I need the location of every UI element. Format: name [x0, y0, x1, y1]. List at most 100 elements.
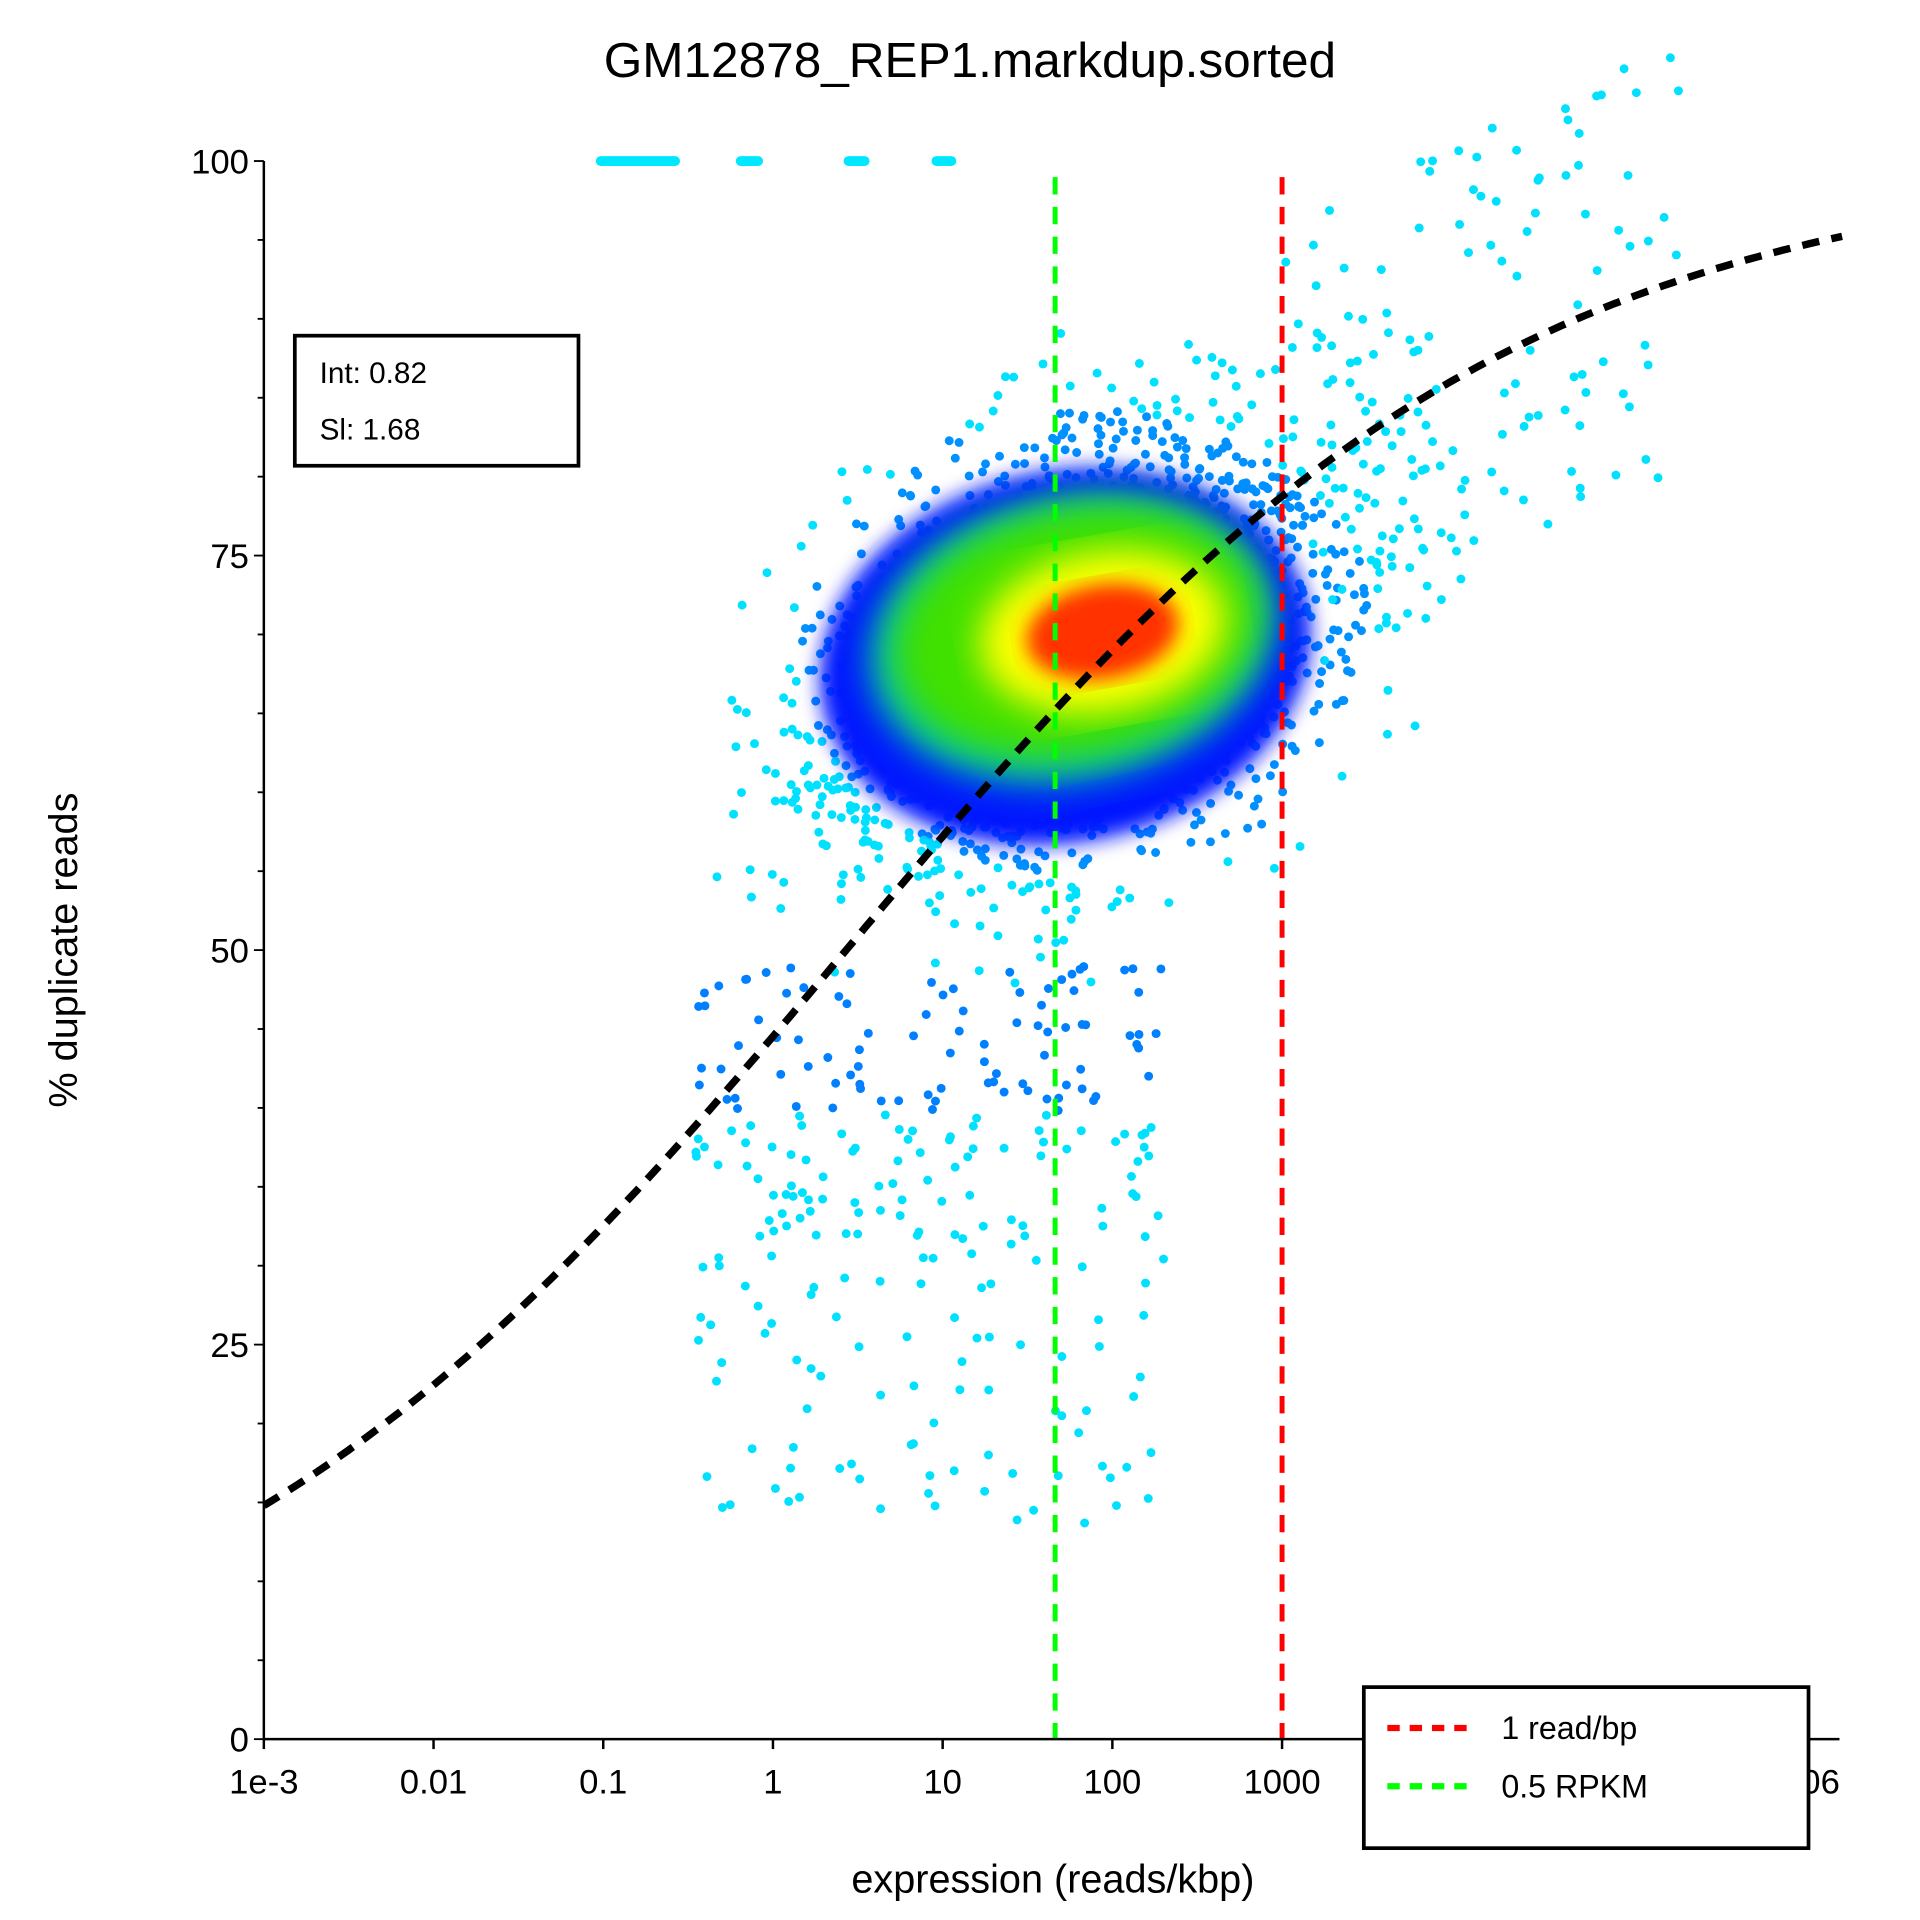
scatter-point	[770, 1483, 780, 1493]
scatter-point	[761, 968, 771, 977]
scatter-point	[1283, 718, 1293, 728]
scatter-point	[714, 1261, 724, 1271]
legend: 1 read/bp 0.5 RPKM	[1361, 1685, 1811, 1851]
scatter-point	[1308, 549, 1318, 559]
scatter-point	[796, 541, 806, 551]
scatter-point	[1315, 679, 1325, 688]
scatter-point	[734, 1041, 743, 1051]
scatter-point	[1171, 394, 1180, 404]
scatter-point	[1061, 1023, 1071, 1032]
scatter-point	[1421, 613, 1431, 623]
scatter-point	[1631, 88, 1641, 98]
scatter-point	[1131, 436, 1141, 445]
scatter-point	[957, 1357, 967, 1367]
scatter-point	[883, 820, 893, 829]
scatter-point	[779, 693, 789, 703]
scatter-point	[1135, 1372, 1145, 1382]
scatter-point	[1204, 472, 1214, 481]
scatter-point	[1164, 898, 1174, 908]
y-tick-label: 0	[230, 1722, 249, 1760]
scatter-point	[767, 1318, 777, 1328]
scatter-point	[1120, 1129, 1130, 1139]
fit-curve	[261, 232, 1843, 1509]
scatter-point	[750, 739, 759, 749]
scatter-point	[1227, 365, 1237, 375]
scatter-point	[1333, 626, 1343, 636]
scatter-point	[1336, 647, 1346, 657]
scatter-point	[699, 1142, 709, 1152]
scatter-point	[1288, 432, 1298, 442]
scatter-point	[1172, 442, 1182, 452]
scatter-point	[894, 1124, 904, 1134]
scatter-point	[713, 1160, 723, 1170]
scatter-point	[1107, 383, 1117, 393]
scatter-point	[1092, 368, 1102, 378]
scatter-point	[921, 1010, 931, 1019]
scatter-point	[779, 877, 789, 887]
scatter-point	[1258, 481, 1268, 491]
y-tick-label: 75	[210, 538, 249, 576]
scatter-point	[981, 459, 990, 469]
scatter-point	[1563, 115, 1573, 125]
scatter-point	[977, 1283, 987, 1293]
scatter-point	[930, 1501, 940, 1511]
scatter-point	[1345, 358, 1355, 368]
scatter-point	[1010, 978, 1020, 988]
scatter-point	[895, 1211, 905, 1221]
scatter-point	[802, 1404, 812, 1414]
scatter-point	[1043, 1027, 1053, 1037]
scatter-point	[1077, 1262, 1087, 1272]
scatter-point	[1094, 439, 1103, 449]
scatter-point	[1431, 384, 1441, 394]
fit-box: Int: 0.82 Sl: 1.68	[292, 333, 581, 468]
scatter-point	[909, 1031, 919, 1041]
scatter-point	[1421, 420, 1431, 430]
scatter-point	[1358, 459, 1368, 469]
legend-label-rpkm: 0.5 RPKM	[1501, 1768, 1648, 1804]
scatter-point	[795, 1111, 805, 1121]
scatter-point	[815, 610, 825, 620]
scatter-point	[1577, 370, 1587, 379]
scatter-point	[1065, 893, 1075, 903]
scatter-point	[1574, 128, 1584, 138]
scatter-point	[972, 1113, 982, 1123]
scatter-point	[1076, 1064, 1086, 1074]
scatter-point	[1671, 250, 1681, 260]
fit-slope: Sl: 1.68	[320, 414, 421, 447]
scatter-point	[1327, 462, 1337, 472]
x-tick-label: 0.1	[579, 1764, 627, 1802]
scatter-point	[834, 991, 844, 1001]
scatter-point	[954, 438, 964, 447]
scatter-point	[1036, 952, 1045, 962]
scatter-point	[1310, 497, 1319, 507]
scatter-point	[1343, 666, 1352, 676]
scatter-point	[1327, 440, 1337, 450]
scatter-point	[1316, 437, 1326, 447]
scatter-point	[1413, 407, 1423, 417]
scatter-point	[753, 1301, 763, 1311]
scatter-point	[853, 1229, 863, 1239]
scatter-point	[1266, 506, 1276, 516]
scatter-point	[1178, 436, 1188, 445]
scatter-point	[698, 1262, 708, 1272]
scatter-point	[1624, 402, 1634, 412]
scatter-point	[795, 1492, 804, 1502]
scatter-point	[1105, 456, 1115, 466]
scatter-point	[855, 1474, 865, 1484]
scatter-point	[1182, 473, 1192, 483]
scatter-point	[811, 696, 821, 706]
scatter-point	[1355, 503, 1364, 513]
scatter-point	[1219, 488, 1229, 498]
scatter-point	[1137, 1130, 1147, 1140]
scatter-point	[1120, 965, 1130, 975]
scatter-point	[1403, 608, 1413, 618]
scatter-point	[1460, 475, 1470, 485]
scatter-point	[1567, 466, 1577, 476]
scatter-point	[1344, 311, 1353, 321]
scatter-point	[791, 1101, 801, 1111]
scatter-point	[1140, 449, 1150, 459]
reference-lines	[1052, 177, 1285, 1740]
scatter-point	[1140, 1232, 1150, 1242]
scatter-point	[1457, 484, 1467, 494]
scatter-point	[1115, 885, 1125, 895]
